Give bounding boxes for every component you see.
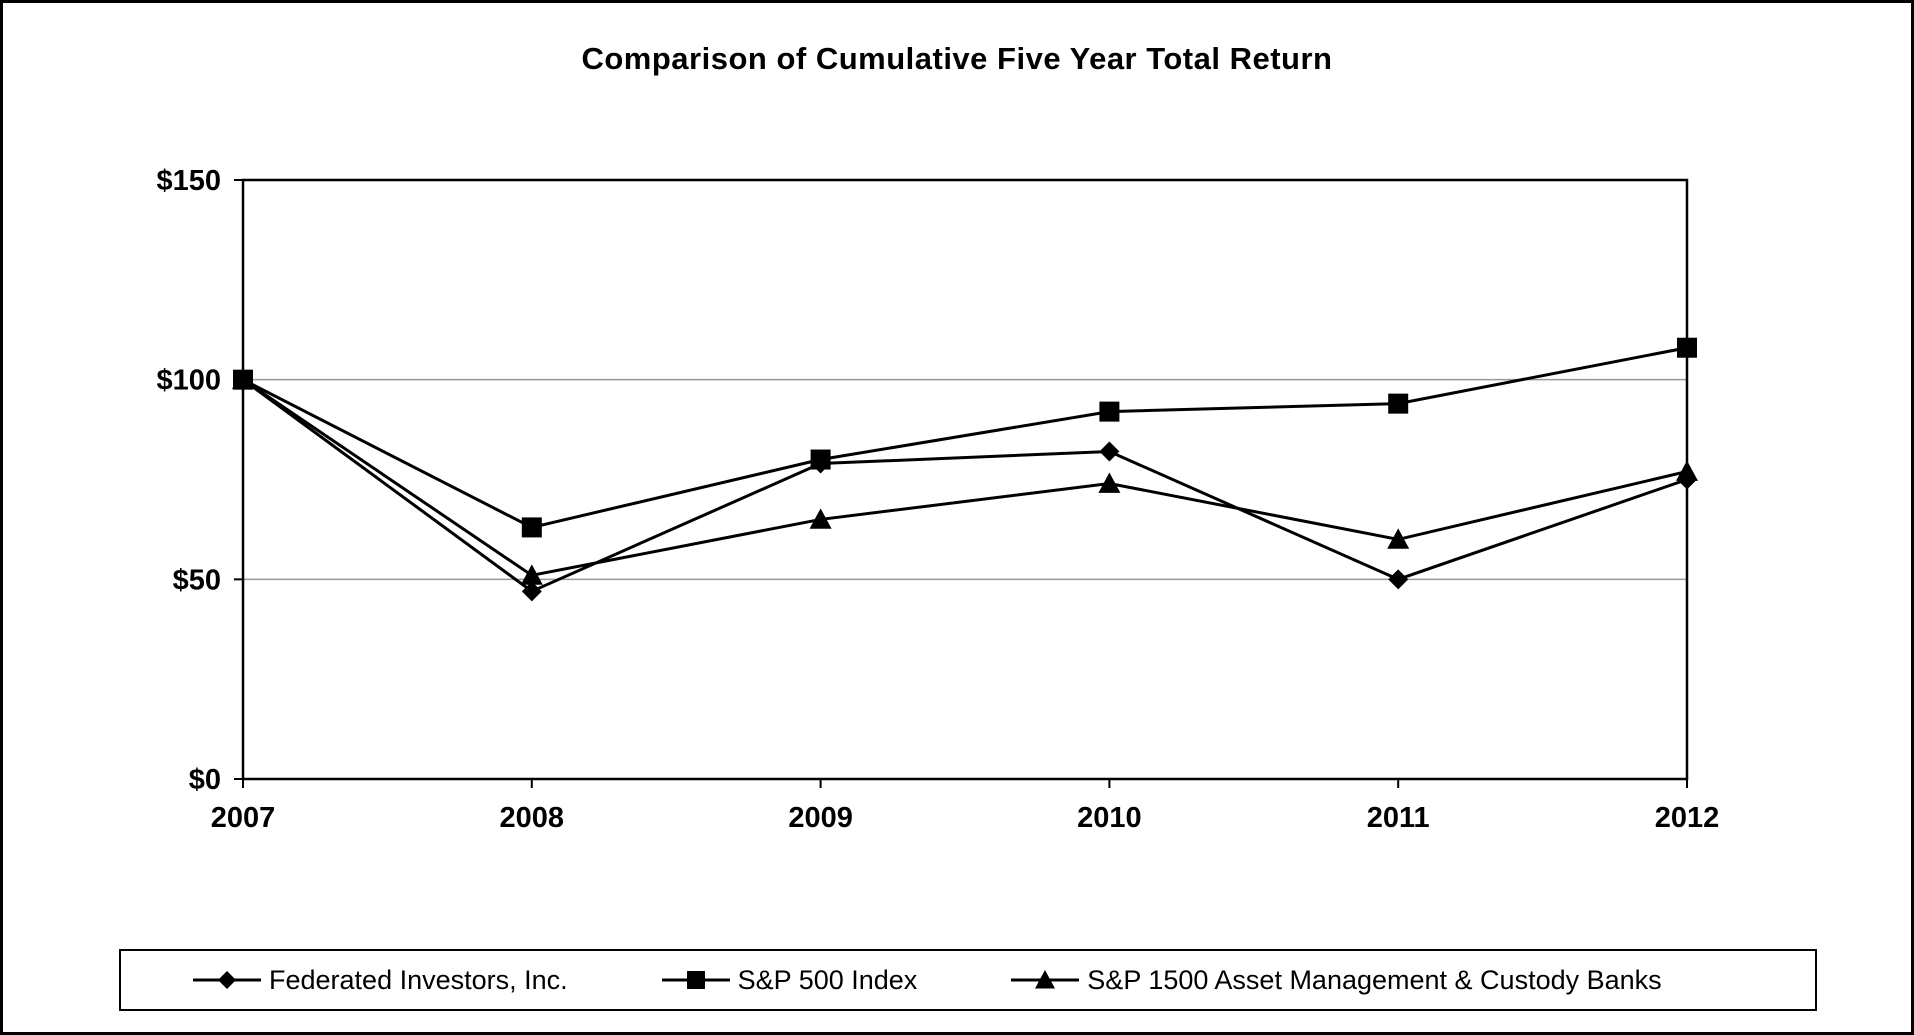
x-tick-label: 2008 <box>500 802 565 834</box>
legend-label: Federated Investors, Inc. <box>269 964 568 995</box>
triangle-marker <box>1387 528 1410 549</box>
diamond-marker <box>521 581 542 602</box>
legend: Federated Investors, Inc. S&P 500 Index S&… <box>119 949 1817 1011</box>
legend-item-2: S&P 1500 Asset Management & Custody Bank… <box>1009 964 1662 996</box>
square-marker <box>521 517 542 538</box>
x-tick-label: 2009 <box>788 802 853 834</box>
legend-item-1: S&P 500 Index <box>660 964 918 996</box>
x-tick-label: 2010 <box>1077 802 1142 834</box>
square-marker-icon <box>661 971 730 989</box>
x-tick-label: 2012 <box>1655 802 1720 834</box>
y-tick-label: $0 <box>189 764 221 796</box>
square-marker <box>233 369 253 390</box>
triangle-marker <box>1098 472 1121 493</box>
x-tick-label: 2011 <box>1367 802 1430 834</box>
triangle-marker <box>1676 460 1698 481</box>
series-line-1 <box>242 346 1688 530</box>
legend-label: S&P 1500 Asset Management & Custody Bank… <box>1087 964 1662 995</box>
legend-item-0: Federated Investors, Inc. <box>191 965 568 996</box>
triangle-marker-icon <box>1011 970 1080 989</box>
triangle-marker <box>809 508 832 529</box>
square-marker <box>810 449 831 470</box>
triangle-marker <box>520 564 543 585</box>
series-line-0 <box>242 378 1688 594</box>
series-line-2 <box>242 378 1688 577</box>
diamond-marker <box>1388 569 1409 590</box>
legend-label: S&P 500 Index <box>737 964 918 995</box>
diamond-marker <box>1099 441 1120 462</box>
x-tick-label: 2007 <box>211 802 276 834</box>
square-marker <box>1677 337 1697 358</box>
diamond-marker-icon <box>193 971 261 989</box>
square-marker <box>1388 393 1409 414</box>
square-marker <box>1099 401 1120 422</box>
y-tick-label: $100 <box>156 365 221 397</box>
plot-border <box>241 178 1689 781</box>
chart-title: Comparison of Cumulative Five Year Total… <box>581 41 1333 76</box>
chart-plot-area: $0 $50 $100 $150 2007 2008 2009 2010 2011 2012 <box>156 165 1720 834</box>
y-tick-label: $150 <box>156 165 221 197</box>
y-tick-label: $50 <box>173 564 221 596</box>
